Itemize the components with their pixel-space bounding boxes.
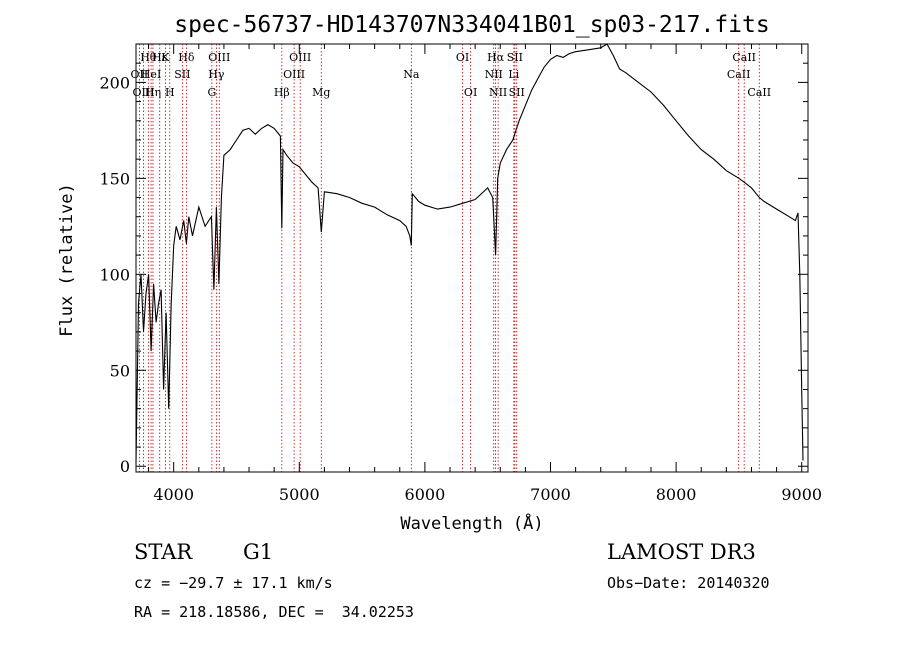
line-label-18: OI xyxy=(456,51,469,64)
y-tick-label-1: 50 xyxy=(110,361,130,380)
line-label-17: Na xyxy=(403,68,420,81)
line-label-12: G xyxy=(207,86,216,99)
line-label-16: Mg xyxy=(312,86,330,99)
line-label-27: CaII xyxy=(727,68,751,81)
y-tick-label-0: 0 xyxy=(120,457,130,476)
line-label-5: Hε xyxy=(152,51,168,64)
x-tick-label-4: 8000 xyxy=(656,485,697,504)
survey-name: LAMOST DR3 xyxy=(607,540,756,564)
x-tick-label-0: 4000 xyxy=(153,485,194,504)
line-label-8: H xyxy=(165,86,175,99)
line-label-22: NII xyxy=(489,86,507,99)
line-label-0: Hθ xyxy=(140,51,157,64)
line-label-24: Li xyxy=(508,68,519,81)
line-label-4: Hη xyxy=(145,86,161,99)
spectrum-line xyxy=(135,43,804,463)
line-label-19: OI xyxy=(464,86,477,99)
x-tick-label-3: 7000 xyxy=(530,485,571,504)
emission-line-labels: Hθ OII OIII HeI Hη HεK SII H Hδ OIII Hγ G Hβ OIII OIII… xyxy=(131,51,772,99)
object-subclass: G1 xyxy=(243,540,274,564)
line-label-23: SII xyxy=(507,51,523,64)
line-label-14: OIII xyxy=(283,68,305,81)
coordinates: RA = 218.18586, DEC = 34.02253 xyxy=(134,603,414,621)
line-label-10: OIII xyxy=(208,51,230,64)
x-axis-label: Wavelength (Å) xyxy=(400,512,543,534)
line-label-2: OIII xyxy=(133,86,155,99)
y-axis: 0 50 100 150 200 xyxy=(99,43,808,476)
line-label-20: Hα xyxy=(487,51,505,64)
line-label-3: HeI xyxy=(141,68,161,81)
chart-title: spec-56737-HD143707N334041B01_sp03-217.f… xyxy=(174,12,769,38)
line-label-21: NII xyxy=(485,68,503,81)
x-tick-label-2: 6000 xyxy=(405,485,446,504)
line-label-15: OIII xyxy=(289,51,311,64)
object-class: STAR xyxy=(134,540,193,564)
line-label-28: CaII xyxy=(747,86,771,99)
line-label-1: OII xyxy=(131,68,149,81)
x-tick-label-5: 9000 xyxy=(781,485,822,504)
line-label-25: SII xyxy=(509,86,525,99)
line-label-7: SII xyxy=(174,68,190,81)
x-axis: 4000 5000 6000 7000 8000 9000 xyxy=(148,44,822,504)
line-label-6: K xyxy=(161,51,170,64)
y-axis-label: Flux (relative) xyxy=(57,183,77,337)
line-label-9: Hδ xyxy=(178,51,195,64)
line-label-13: Hβ xyxy=(274,86,290,99)
y-tick-label-3: 150 xyxy=(99,169,130,188)
y-tick-label-4: 200 xyxy=(99,73,130,92)
x-tick-label-1: 5000 xyxy=(279,485,320,504)
y-tick-label-2: 100 xyxy=(99,265,130,284)
line-label-26: CaII xyxy=(732,51,756,64)
plot-frame xyxy=(135,43,809,473)
observation-date: Obs−Date: 20140320 xyxy=(607,574,770,592)
line-label-11: Hγ xyxy=(208,68,225,81)
redshift-velocity: cz = −29.7 ± 17.1 km/s xyxy=(134,574,333,592)
